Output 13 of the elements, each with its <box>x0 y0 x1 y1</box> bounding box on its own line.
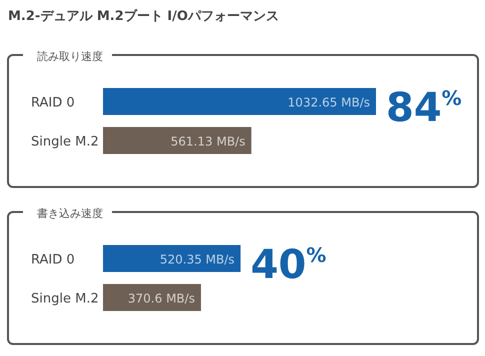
y-tick-label: RAID 0 <box>31 252 75 268</box>
data-label: 1032.65 MB/s <box>288 96 370 110</box>
text: 84$^{%}$ <box>386 85 462 131</box>
chart-title: M.2-デュアル M.2ブート I/Oパフォーマンス <box>8 8 279 24</box>
data-label: 370.6 MB/s <box>128 292 195 306</box>
chart-subtitle: 読み取り速度 <box>37 50 103 63</box>
data-label: 520.35 MB/s <box>160 252 235 266</box>
text: 40$^{%}$ <box>250 242 326 288</box>
y-tick-label: Single M.2 <box>31 134 99 150</box>
data-label: 561.13 MB/s <box>170 134 246 148</box>
y-tick-label: Single M.2 <box>31 292 99 306</box>
y-tick-label: RAID 0 <box>31 96 75 110</box>
chart-subtitle: 書き込み速度 <box>37 207 103 220</box>
